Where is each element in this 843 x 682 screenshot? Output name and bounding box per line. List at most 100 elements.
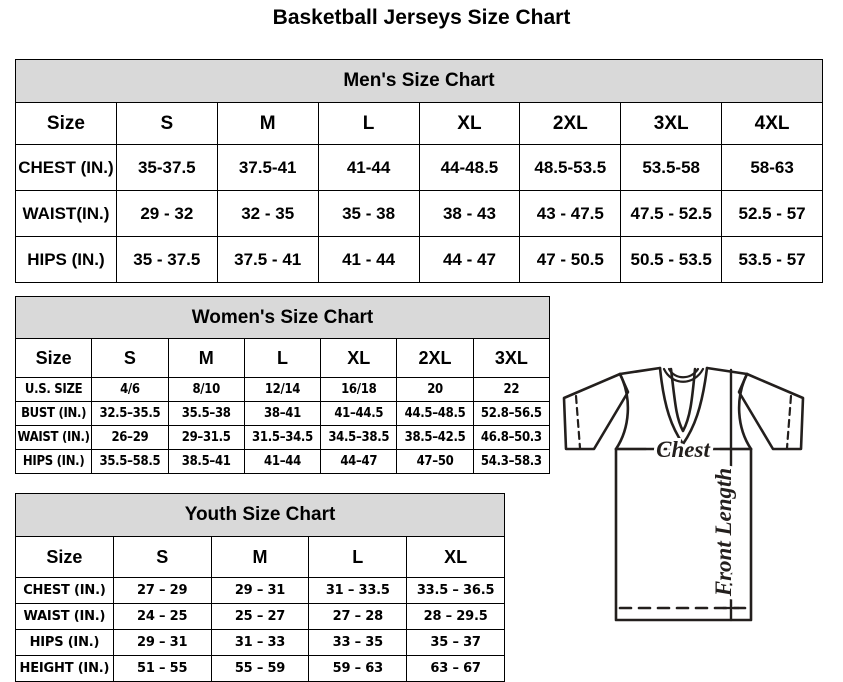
youth-height-l: 59 – 63 xyxy=(308,655,408,682)
table-row: CHEST (IN.) 27 – 29 29 – 31 31 – 33.5 33… xyxy=(15,577,505,604)
womens-ussize-3xl: 22 xyxy=(472,377,551,402)
youth-chest-xl: 33.5 – 36.5 xyxy=(406,577,505,604)
womens-row-label-hips: HIPS (IN.) xyxy=(14,449,93,474)
left-sleeve-shape xyxy=(562,372,630,451)
mens-row-label-chest: CHEST (IN.) xyxy=(15,144,117,191)
front-length-measure-label: Front Length xyxy=(711,468,736,597)
womens-size-3xl: 3XL xyxy=(472,338,551,378)
mens-chest-xl: 44-48.5 xyxy=(418,144,521,191)
mens-hips-xl: 44 - 47 xyxy=(418,236,521,283)
mens-hips-2xl: 47 - 50.5 xyxy=(519,236,622,283)
mens-chest-3xl: 53.5-58 xyxy=(620,144,723,191)
mens-hips-m: 37.5 - 41 xyxy=(216,236,319,283)
youth-size-s: S xyxy=(112,536,212,578)
womens-row-label-waist: WAIST (IN.) xyxy=(14,425,93,450)
mens-header-row: Size S M L XL 2XL 3XL 4XL xyxy=(15,102,823,145)
jersey-body-outline xyxy=(614,447,753,622)
womens-hips-xl: 44–47 xyxy=(320,449,398,474)
mens-size-2xl: 2XL xyxy=(519,102,622,145)
womens-waist-l: 31.5–34.5 xyxy=(243,425,322,450)
womens-size-m: M xyxy=(167,338,245,378)
mens-chest-l: 41-44 xyxy=(317,144,420,191)
mens-chest-4xl: 58-63 xyxy=(721,144,823,191)
mens-waist-2xl: 43 - 47.5 xyxy=(519,190,622,237)
youth-row-label-hips: HIPS (IN.) xyxy=(15,629,114,656)
womens-size-label: Size xyxy=(14,338,93,378)
youth-hips-s: 29 – 31 xyxy=(112,629,212,656)
mens-waist-xl: 38 - 43 xyxy=(418,190,521,237)
jersey-measurement-diagram: Chest Front Length xyxy=(524,352,843,652)
youth-chest-l: 31 – 33.5 xyxy=(308,577,408,604)
womens-size-2xl: 2XL xyxy=(396,338,474,378)
youth-hips-l: 33 – 35 xyxy=(308,629,408,656)
page-title: Basketball Jerseys Size Chart xyxy=(272,6,571,29)
mens-row-label-hips: HIPS (IN.) xyxy=(15,236,117,283)
womens-size-s: S xyxy=(91,338,169,378)
mens-hips-4xl: 53.5 - 57 xyxy=(721,236,823,283)
table-row: WAIST(IN.) 29 - 32 32 - 35 35 - 38 38 - … xyxy=(15,190,823,237)
collar-arc-inner xyxy=(667,367,700,379)
table-row: HIPS (IN.) 29 – 31 31 – 33 33 – 35 35 – … xyxy=(15,629,505,656)
womens-size-l: L xyxy=(243,338,322,378)
table-row: CHEST (IN.) 35-37.5 37.5-41 41-44 44-48.… xyxy=(15,144,823,191)
youth-row-label-waist: WAIST (IN.) xyxy=(15,603,114,630)
youth-header-row: Size S M L XL xyxy=(15,536,505,578)
youth-hips-xl: 35 – 37 xyxy=(406,629,505,656)
mens-size-m: M xyxy=(216,102,319,145)
youth-row-label-chest: CHEST (IN.) xyxy=(15,577,114,604)
womens-row-label-us-size: U.S. SIZE xyxy=(14,377,93,402)
mens-size-l: L xyxy=(317,102,420,145)
youth-band-row: Youth Size Chart xyxy=(15,493,505,537)
mens-chest-m: 37.5-41 xyxy=(216,144,319,191)
table-row: WAIST (IN.) 26–29 29–31.5 31.5–34.5 34.5… xyxy=(14,425,551,450)
womens-hips-2xl: 47–50 xyxy=(396,449,474,474)
mens-chest-2xl: 48.5-53.5 xyxy=(519,144,622,191)
womens-size-chart-table: Women's Size Chart Size S M L XL 2XL 3XL… xyxy=(14,296,551,474)
left-shoulder-line xyxy=(618,366,662,376)
vneck-outer xyxy=(658,366,709,446)
womens-hips-m: 38.5–41 xyxy=(167,449,245,474)
womens-ussize-s: 4/6 xyxy=(91,377,169,402)
jersey-svg: Chest Front Length xyxy=(562,366,805,622)
womens-hips-s: 35.5–58.5 xyxy=(91,449,169,474)
youth-hips-m: 31 – 33 xyxy=(210,629,310,656)
mens-waist-l: 35 - 38 xyxy=(317,190,420,237)
mens-size-3xl: 3XL xyxy=(620,102,723,145)
youth-height-m: 55 – 59 xyxy=(210,655,310,682)
mens-chest-s: 35-37.5 xyxy=(115,144,218,191)
youth-size-label: Size xyxy=(15,536,114,578)
womens-hips-l: 41–44 xyxy=(243,449,322,474)
youth-waist-m: 25 – 27 xyxy=(210,603,310,630)
mens-hips-l: 41 - 44 xyxy=(317,236,420,283)
womens-waist-s: 26–29 xyxy=(91,425,169,450)
mens-size-chart-table: Men's Size Chart Size S M L XL 2XL 3XL 4… xyxy=(15,59,823,283)
womens-hips-3xl: 54.3–58.3 xyxy=(472,449,551,474)
table-row: HIPS (IN.) 35.5–58.5 38.5–41 41–44 44–47… xyxy=(14,449,551,474)
mens-band-row: Men's Size Chart xyxy=(15,59,823,103)
right-armhole-curve xyxy=(737,372,753,451)
mens-size-s: S xyxy=(115,102,218,145)
youth-waist-l: 27 – 28 xyxy=(308,603,408,630)
womens-ussize-m: 8/10 xyxy=(167,377,245,402)
youth-chart-title: Youth Size Chart xyxy=(15,493,505,537)
youth-chest-m: 29 – 31 xyxy=(210,577,310,604)
womens-waist-3xl: 46.8–50.3 xyxy=(472,425,551,450)
left-armhole-curve xyxy=(614,372,630,451)
table-row: U.S. SIZE 4/6 8/10 12/14 16/18 20 22 xyxy=(14,377,551,402)
womens-waist-xl: 34.5–38.5 xyxy=(320,425,398,450)
collar-arc-outer xyxy=(662,367,705,383)
youth-waist-xl: 28 – 29.5 xyxy=(406,603,505,630)
womens-bust-xl: 41–44.5 xyxy=(320,401,398,426)
womens-ussize-2xl: 20 xyxy=(396,377,474,402)
womens-size-xl: XL xyxy=(320,338,398,378)
womens-bust-l: 38–41 xyxy=(243,401,322,426)
table-row: BUST (IN.) 32.5–35.5 35.5–38 38–41 41–44… xyxy=(14,401,551,426)
table-row: HEIGHT (IN.) 51 – 55 55 – 59 59 – 63 63 … xyxy=(15,655,505,682)
mens-size-xl: XL xyxy=(418,102,521,145)
youth-size-xl: XL xyxy=(406,536,505,578)
mens-waist-m: 32 - 35 xyxy=(216,190,319,237)
womens-band-row: Women's Size Chart xyxy=(15,296,550,339)
youth-chest-s: 27 – 29 xyxy=(112,577,212,604)
womens-bust-m: 35.5–38 xyxy=(167,401,245,426)
table-row: WAIST (IN.) 24 – 25 25 – 27 27 – 28 28 –… xyxy=(15,603,505,630)
